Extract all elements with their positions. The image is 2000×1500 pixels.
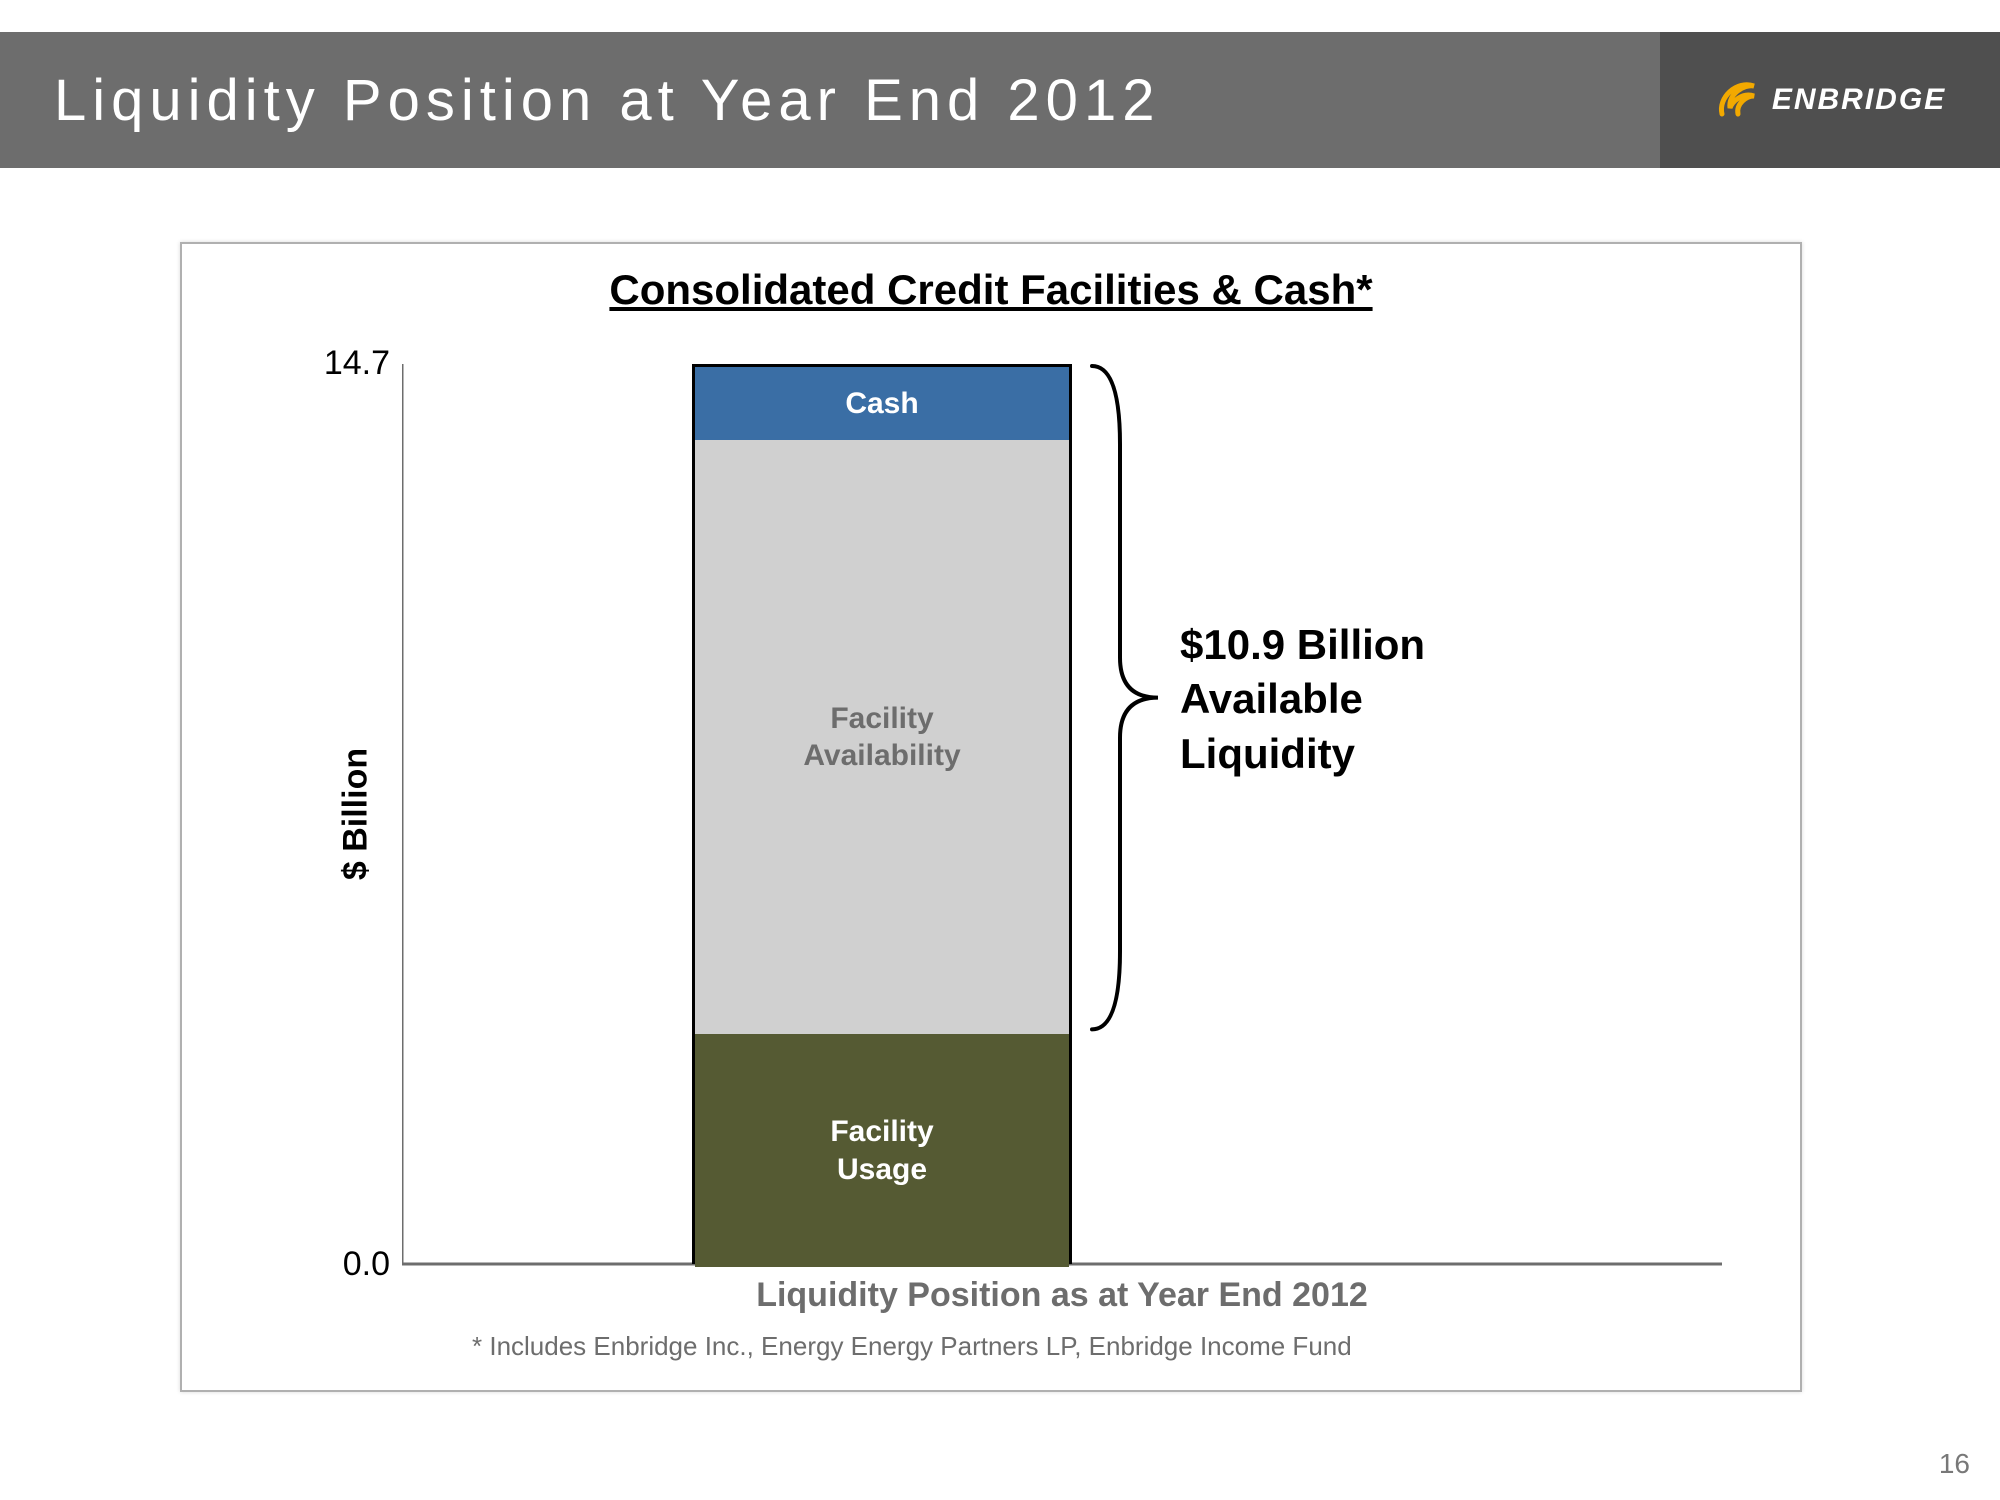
plot-area: $ Billion 14.7 0.0 Cash FacilityAvailabi… <box>402 364 1722 1264</box>
y-tick-label-bottom: 0.0 <box>343 1245 390 1284</box>
bar-segment-facility-usage: FacilityUsage <box>695 1034 1069 1267</box>
x-axis-category-label: Liquidity Position as at Year End 2012 <box>402 1276 1722 1315</box>
chart-card: Consolidated Credit Facilities & Cash* $… <box>180 242 1802 1392</box>
slide-header-main: Liquidity Position at Year End 2012 <box>0 32 1660 168</box>
page-number: 16 <box>1939 1448 1970 1480</box>
stacked-bar: Cash FacilityAvailability FacilityUsage <box>692 364 1072 1264</box>
available-liquidity-callout: $10.9 BillionAvailableLiquidity <box>1180 618 1425 782</box>
bar-segment-facility-usage-label: FacilityUsage <box>830 1113 933 1188</box>
company-logo-text: ENBRIDGE <box>1772 83 1946 117</box>
bar-segment-facility-availability-label: FacilityAvailability <box>803 700 960 775</box>
y-axis-label: $ Billion <box>337 748 376 880</box>
bar-segment-cash-label: Cash <box>845 385 918 423</box>
y-tick-label-top: 14.7 <box>324 344 390 383</box>
chart-title: Consolidated Credit Facilities & Cash* <box>182 266 1800 314</box>
company-logo: ENBRIDGE <box>1714 74 1946 126</box>
slide-header-right: ENBRIDGE <box>1660 32 2000 168</box>
slide-title: Liquidity Position at Year End 2012 <box>54 67 1160 134</box>
bar-segment-facility-availability: FacilityAvailability <box>695 440 1069 1034</box>
brace-icon <box>1090 364 1170 1035</box>
bar-segment-cash: Cash <box>695 367 1069 440</box>
enbridge-swirl-icon <box>1714 74 1766 126</box>
chart-footnote: * Includes Enbridge Inc., Energy Energy … <box>472 1331 1352 1362</box>
slide-header-band: Liquidity Position at Year End 2012 ENBR… <box>0 32 2000 168</box>
